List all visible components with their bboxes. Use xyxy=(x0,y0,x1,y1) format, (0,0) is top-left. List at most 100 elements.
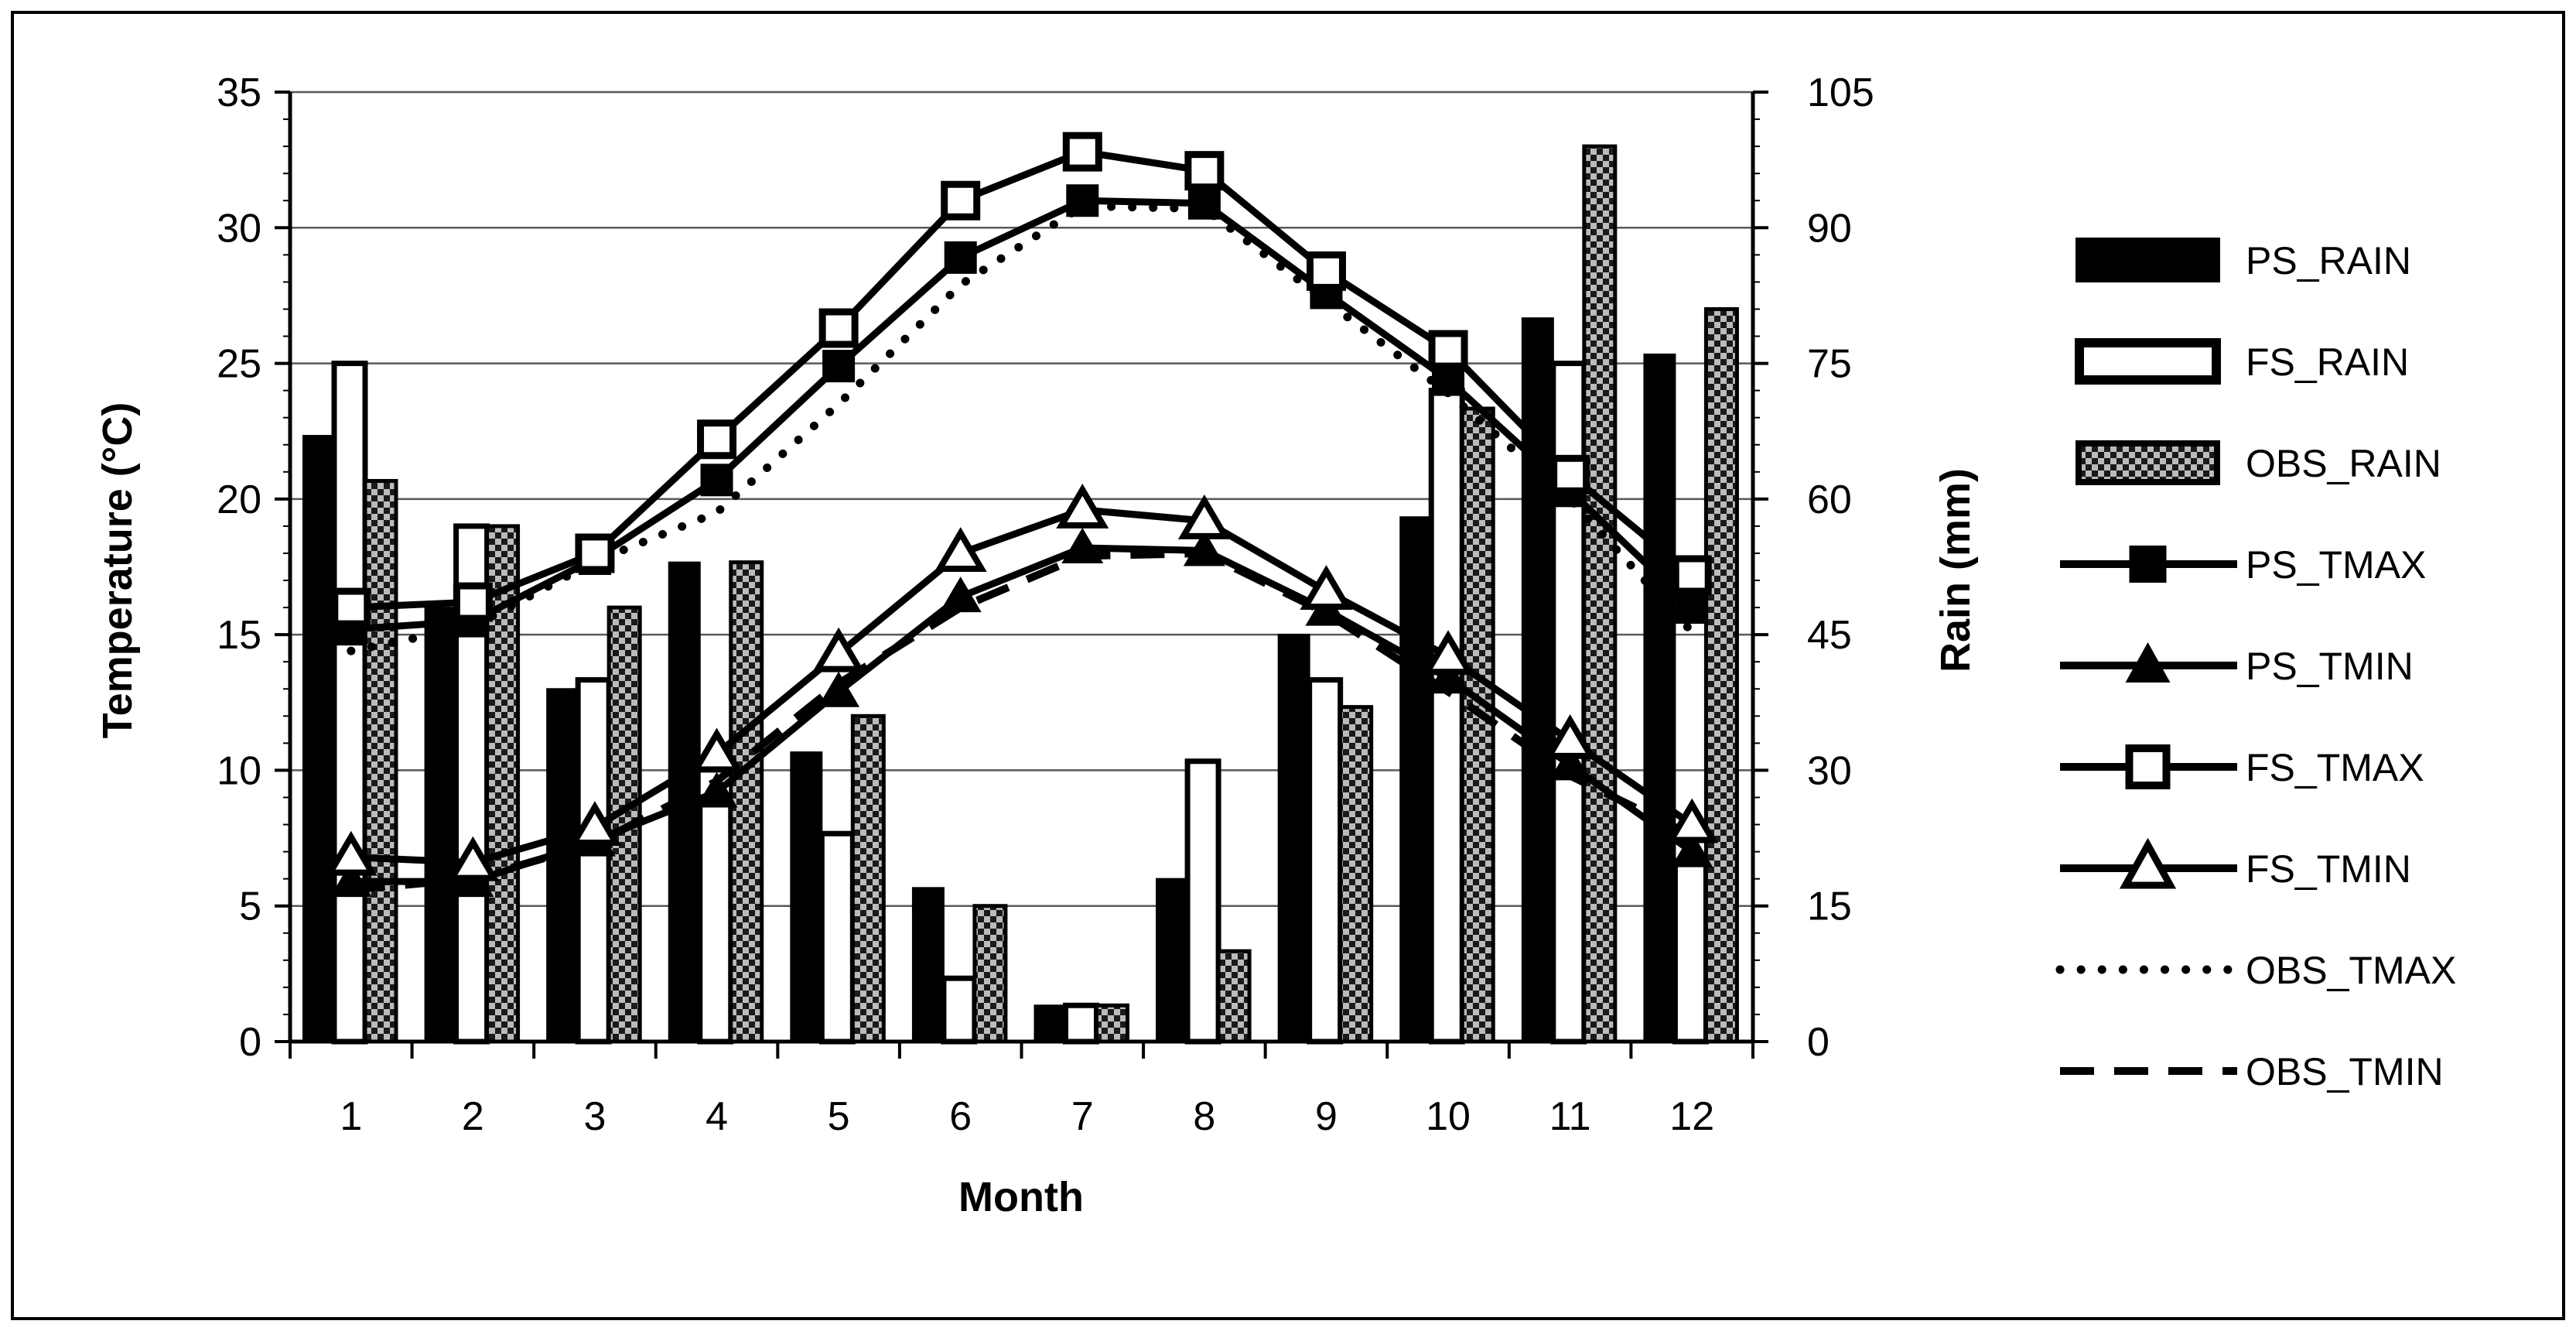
temperature-lines xyxy=(324,132,1719,898)
left-tick-label-10: 10 xyxy=(217,748,261,793)
legend-label-obs_rain: OBS_RAIN xyxy=(2246,442,2441,485)
legend-item-ps_tmax: PS_TMAX xyxy=(2060,543,2426,587)
month-label-4: 4 xyxy=(705,1094,728,1139)
marker-fs_tmin-m2 xyxy=(446,836,500,881)
bar-obs_rain-m1 xyxy=(363,478,398,1044)
bar-fs_rain-m6 xyxy=(941,975,978,1045)
marker-ps_tmin-m6 xyxy=(939,577,982,613)
marker-fs_tmax-m4 xyxy=(697,419,737,460)
bar-obs_rain-m10 xyxy=(1460,406,1495,1044)
left-tick-label-0: 0 xyxy=(239,1020,261,1065)
left-tick-label-5: 5 xyxy=(239,884,261,929)
bar-ps_rain-m1 xyxy=(302,435,335,1042)
marker-fs_tmax-m1 xyxy=(331,587,371,628)
right-tick-label-0: 0 xyxy=(1807,1020,1830,1065)
legend-item-fs_tmin: FS_TMIN xyxy=(2060,837,2411,891)
marker-fs_tmax-m6 xyxy=(941,180,981,221)
legend-label-ps_tmax: PS_TMAX xyxy=(2246,543,2426,587)
legend: PS_RAIN FS_RAIN OBS_RAIN PS_TMAX PS_TMIN FS_T… xyxy=(2055,238,2456,1093)
marker-ps_tmax-m12 xyxy=(1676,591,1709,624)
marker-fs_tmax-m7 xyxy=(1062,132,1102,172)
marker-fs_tmax-m11 xyxy=(1550,454,1590,494)
bar-obs_rain-m8 xyxy=(1216,949,1252,1044)
right-tick-label-15: 15 xyxy=(1807,884,1852,929)
marker-ps_tmax-m6 xyxy=(944,241,977,274)
bar-fs_rain-m3 xyxy=(575,677,612,1045)
marker-fs_tmax-m8 xyxy=(1184,151,1225,191)
line-ps_tmax xyxy=(350,197,1695,633)
gridlines xyxy=(290,91,1753,907)
bar-fs_rain-m8 xyxy=(1184,758,1221,1045)
marker-fs_tmin-m12 xyxy=(1666,798,1719,843)
legend-item-ps_tmin: PS_TMIN xyxy=(2060,642,2414,688)
legend-label-ps_rain: PS_RAIN xyxy=(2246,239,2411,282)
right-tick-label-105: 105 xyxy=(1807,70,1874,115)
legend-item-obs_tmin: OBS_TMIN xyxy=(2060,1050,2444,1093)
marker-fs_tmin-m4 xyxy=(690,727,743,773)
left-axis-title: Temperature (°C) xyxy=(94,402,141,739)
marker-ps_tmin-m11 xyxy=(1549,744,1591,781)
bar-obs_rain-m9 xyxy=(1338,705,1374,1044)
figure-border xyxy=(11,11,2565,1320)
marker-ps_tmin-m12 xyxy=(1671,831,1713,867)
legend-label-fs_tmax: FS_TMAX xyxy=(2246,746,2424,789)
legend-item-fs_tmax: FS_TMAX xyxy=(2060,744,2424,789)
bar-fs_rain-m12 xyxy=(1672,857,1709,1045)
legend-item-obs_rain: OBS_RAIN xyxy=(2075,440,2441,485)
legend-label-obs_tmax: OBS_TMAX xyxy=(2246,949,2456,992)
marker-fs_tmin-m3 xyxy=(568,801,621,847)
month-label-1: 1 xyxy=(340,1094,362,1139)
marker-fs_tmin-m5 xyxy=(812,627,866,672)
marker-ps_tmin-m7 xyxy=(1061,527,1104,563)
bar-ps_rain-m9 xyxy=(1277,634,1310,1042)
right-tick-label-30: 30 xyxy=(1807,748,1852,793)
left-tick-label-25: 25 xyxy=(217,342,261,387)
right-tick-label-45: 45 xyxy=(1807,613,1852,658)
legend-label-fs_rain: FS_RAIN xyxy=(2246,340,2409,384)
marker-fs_tmin-m7 xyxy=(1056,483,1109,529)
bar-fs_rain-m7 xyxy=(1063,1002,1099,1045)
month-label-8: 8 xyxy=(1193,1094,1215,1139)
month-label-7: 7 xyxy=(1071,1094,1094,1139)
marker-fs_tmax-m9 xyxy=(1306,251,1346,291)
marker-fs_tmax-m3 xyxy=(575,533,615,573)
bar-fs_rain-m9 xyxy=(1307,677,1344,1045)
bar-fs_rain-m5 xyxy=(818,830,856,1045)
bar-obs_rain-m7 xyxy=(1095,1003,1129,1044)
bar-ps_rain-m12 xyxy=(1643,353,1676,1042)
marker-fs_tmin-m1 xyxy=(324,830,378,876)
marker-fs_tmax-m2 xyxy=(453,582,493,622)
month-label-2: 2 xyxy=(462,1094,484,1139)
month-label-10: 10 xyxy=(1426,1094,1471,1139)
marker-ps_tmin-m4 xyxy=(695,772,738,808)
line-ps_tmin xyxy=(350,544,1694,885)
bar-ps_rain-m7 xyxy=(1033,1004,1067,1043)
bar-fs_rain-m4 xyxy=(697,794,734,1045)
marker-ps_tmax-m4 xyxy=(700,464,733,497)
marker-ps_tmin-m1 xyxy=(330,861,372,898)
legend-label-ps_tmin: PS_TMIN xyxy=(2246,645,2414,688)
marker-ps_tmax-m5 xyxy=(822,350,856,383)
marker-fs_tmin-m8 xyxy=(1177,494,1231,539)
left-tick-label-30: 30 xyxy=(217,206,261,251)
month-label-9: 9 xyxy=(1315,1094,1338,1139)
line-fs_tmax xyxy=(350,148,1695,611)
marker-ps_tmin-m10 xyxy=(1427,658,1470,694)
marker-ps_tmin-m8 xyxy=(1183,530,1225,566)
month-label-5: 5 xyxy=(828,1094,850,1139)
right-axis-title: Rain (mm) xyxy=(1932,468,1979,673)
bar-obs_rain-m4 xyxy=(729,560,764,1044)
marker-fs_tmax-m5 xyxy=(818,308,859,348)
marker-ps_tmin-m5 xyxy=(818,671,860,707)
marker-fs_tmax-m12 xyxy=(1672,555,1712,595)
line-obs_tmax xyxy=(347,201,1696,655)
left-tick-label-35: 35 xyxy=(217,70,261,115)
legend-label-obs_tmin: OBS_TMIN xyxy=(2246,1050,2444,1093)
month-label-3: 3 xyxy=(583,1094,606,1139)
left-tick-label-15: 15 xyxy=(217,613,261,658)
bar-ps_rain-m10 xyxy=(1399,516,1433,1042)
marker-ps_tmax-m8 xyxy=(1187,186,1221,220)
bar-ps_rain-m3 xyxy=(546,688,579,1042)
